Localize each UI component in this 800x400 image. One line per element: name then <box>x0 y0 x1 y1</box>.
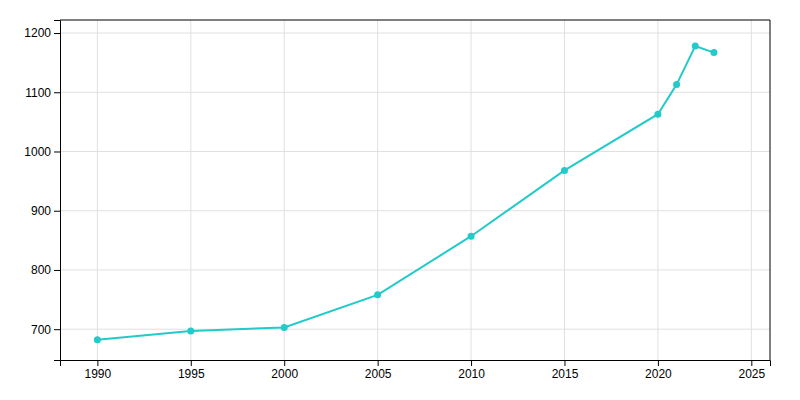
x-tick-label: 2010 <box>458 367 485 381</box>
x-grid-line <box>564 20 565 360</box>
y-tick-label: 900 <box>31 204 51 218</box>
y-axis: 700 800 900 1000 1100 1200 <box>24 21 60 361</box>
x-axis-line <box>61 361 771 367</box>
x-tick-mark <box>564 360 565 366</box>
x-tick-label: 2005 <box>365 367 392 381</box>
x-grid-line <box>657 20 658 360</box>
y-tick-mark <box>54 92 60 93</box>
x-grid-line <box>97 20 98 360</box>
y-tick-label: 1200 <box>24 26 51 40</box>
x-grid-line <box>377 20 378 360</box>
y-tick-mark <box>54 329 60 330</box>
x-tick-mark <box>658 360 659 366</box>
x-grid-line <box>190 20 191 360</box>
x-tick: 2025 <box>738 360 765 381</box>
point <box>187 327 194 334</box>
y-tick: 800 <box>31 263 60 277</box>
x-tick-mark <box>97 360 98 366</box>
y-tick-label: 1000 <box>24 145 51 159</box>
x-tick: 2020 <box>645 360 672 381</box>
y-tick: 900 <box>31 204 60 218</box>
point <box>692 43 699 50</box>
y-grid-line <box>60 210 770 211</box>
plot: 1990 1995 2000 2005 2010 2015 2020 2025 700 800 90… <box>24 20 770 381</box>
y-tick-mark <box>54 33 60 34</box>
x-axis: 1990 1995 2000 2005 2010 2015 2020 2025 <box>61 360 771 381</box>
x-tick: 2010 <box>458 360 485 381</box>
y-axis-line <box>54 21 61 361</box>
x-tick-label: 1995 <box>178 367 205 381</box>
x-tick: 1990 <box>85 360 112 381</box>
chart: 1990 1995 2000 2005 2010 2015 2020 2025 700 800 90… <box>0 0 800 400</box>
x-tick-mark <box>751 360 752 366</box>
point <box>374 291 381 298</box>
y-tick-mark <box>54 151 60 152</box>
x-grid-line <box>284 20 285 360</box>
y-grid-line <box>60 33 770 34</box>
y-grid-line <box>60 329 770 330</box>
y-tick-mark <box>54 211 60 212</box>
x-tick-label: 1990 <box>85 367 112 381</box>
frame-top <box>60 20 770 21</box>
x-tick: 2005 <box>365 360 392 381</box>
x-tick: 2015 <box>552 360 579 381</box>
point <box>94 336 101 343</box>
point <box>561 167 568 174</box>
x-grid-line <box>751 20 752 360</box>
point <box>281 324 288 331</box>
y-tick: 700 <box>31 323 60 337</box>
y-tick-label: 700 <box>31 323 51 337</box>
marks <box>94 43 718 344</box>
x-tick-label: 2015 <box>552 367 579 381</box>
x-grid-line <box>471 20 472 360</box>
x-tick: 1995 <box>178 360 205 381</box>
y-grid-line <box>60 151 770 152</box>
y-tick: 1000 <box>24 145 60 159</box>
x-tick-mark <box>471 360 472 366</box>
point <box>654 111 661 118</box>
y-tick: 1200 <box>24 26 60 40</box>
x-tick: 2000 <box>271 360 298 381</box>
line <box>97 46 714 340</box>
x-tick-mark <box>284 360 285 366</box>
y-tick: 1100 <box>25 86 60 100</box>
point <box>710 49 717 56</box>
point <box>468 233 475 240</box>
point <box>673 81 680 88</box>
x-tick-mark <box>378 360 379 366</box>
x-tick-label: 2025 <box>738 367 765 381</box>
grid <box>60 20 770 360</box>
y-grid-line <box>60 92 770 93</box>
x-tick-label: 2000 <box>271 367 298 381</box>
y-tick-label: 1100 <box>25 86 51 100</box>
x-tick-mark <box>191 360 192 366</box>
y-tick-label: 800 <box>31 263 51 277</box>
x-tick-label: 2020 <box>645 367 672 381</box>
y-tick-mark <box>54 270 60 271</box>
frame-right <box>770 20 771 360</box>
